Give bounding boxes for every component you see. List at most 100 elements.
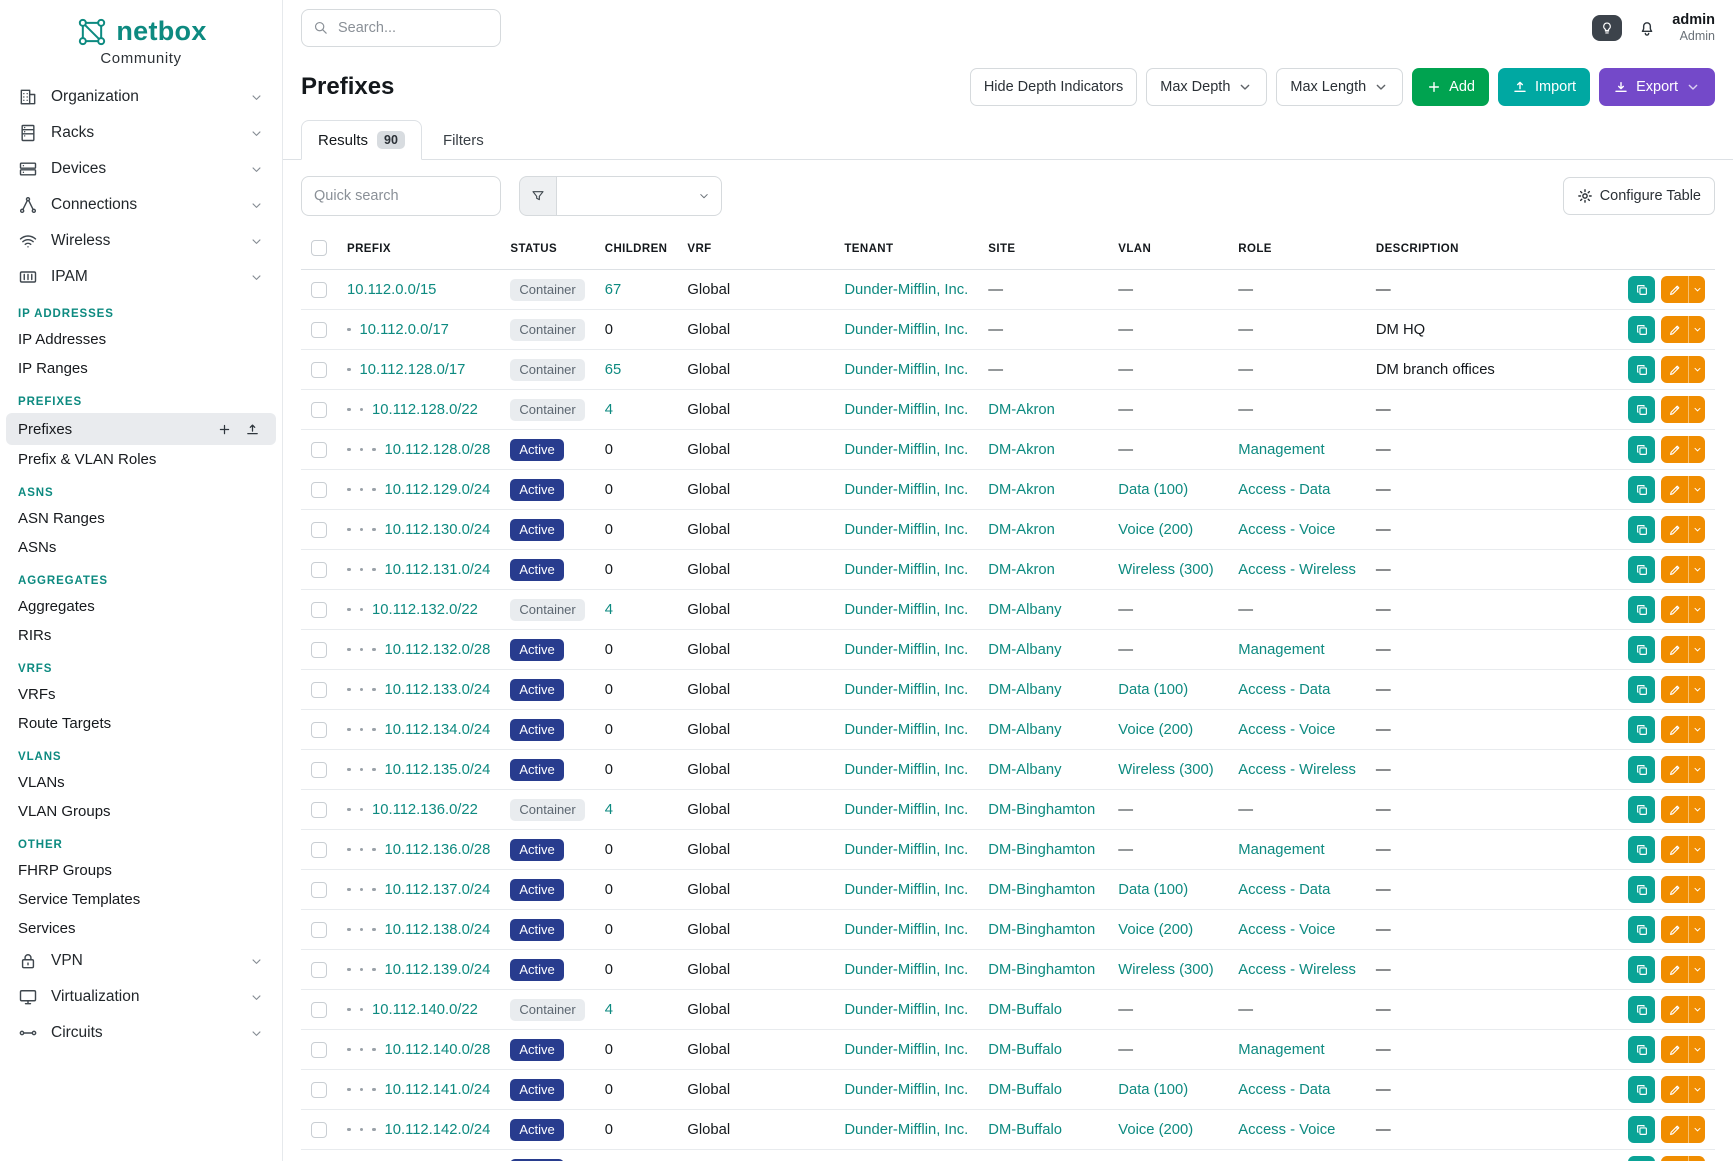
edit-button[interactable]	[1661, 476, 1688, 503]
edit-dropdown-button[interactable]	[1688, 956, 1705, 983]
tenant-link[interactable]: Dunder-Mifflin, Inc.	[844, 601, 969, 618]
site-link[interactable]: DM-Binghamton	[988, 841, 1096, 858]
sidebar-item-service-templates[interactable]: Service Templates	[0, 885, 282, 914]
edit-dropdown-button[interactable]	[1688, 676, 1705, 703]
copy-button[interactable]	[1628, 476, 1655, 503]
children-link[interactable]: 67	[604, 281, 622, 298]
tenant-link[interactable]: Dunder-Mifflin, Inc.	[844, 761, 969, 778]
max-depth-dropdown[interactable]: Max Depth	[1146, 68, 1268, 106]
role-link[interactable]: Access - Wireless	[1238, 761, 1356, 778]
copy-button[interactable]	[1628, 436, 1655, 463]
copy-button[interactable]	[1628, 956, 1655, 983]
edit-button[interactable]	[1661, 316, 1688, 343]
add-prefix-button[interactable]	[212, 418, 236, 440]
copy-button[interactable]	[1628, 756, 1655, 783]
role-link[interactable]: Access - Data	[1238, 481, 1331, 498]
sidebar-item-organization[interactable]: Organization	[0, 79, 282, 115]
prefix-link[interactable]: 10.112.132.0/28	[384, 641, 491, 658]
row-checkbox[interactable]	[311, 1001, 327, 1018]
max-length-dropdown[interactable]: Max Length	[1276, 68, 1404, 106]
sidebar-item-racks[interactable]: Racks	[0, 115, 282, 151]
tenant-link[interactable]: Dunder-Mifflin, Inc.	[844, 681, 969, 698]
copy-button[interactable]	[1628, 916, 1655, 943]
notifications-button[interactable]	[1637, 18, 1657, 38]
tenant-link[interactable]: Dunder-Mifflin, Inc.	[844, 281, 969, 298]
tenant-link[interactable]: Dunder-Mifflin, Inc.	[844, 881, 969, 898]
site-link[interactable]: DM-Binghamton	[988, 921, 1096, 938]
edit-button[interactable]	[1661, 636, 1688, 663]
column-header-description[interactable]: Description	[1365, 230, 1607, 270]
edit-dropdown-button[interactable]	[1688, 436, 1705, 463]
sidebar-item-ip-ranges[interactable]: IP Ranges	[0, 354, 282, 383]
role-link[interactable]: Access - Data	[1238, 1081, 1331, 1098]
vlan-link[interactable]: Voice (200)	[1118, 521, 1194, 538]
children-link[interactable]: 4	[604, 401, 613, 418]
sidebar-item-asn-ranges[interactable]: ASN Ranges	[0, 504, 282, 533]
copy-button[interactable]	[1628, 556, 1655, 583]
prefix-link[interactable]: 10.112.138.0/24	[384, 921, 491, 938]
edit-dropdown-button[interactable]	[1688, 316, 1705, 343]
prefix-link[interactable]: 10.112.135.0/24	[384, 761, 491, 778]
role-link[interactable]: Access - Wireless	[1238, 561, 1356, 578]
add-button[interactable]: Add	[1412, 68, 1489, 106]
prefix-link[interactable]: 10.112.132.0/22	[372, 601, 478, 618]
filter-button[interactable]	[519, 176, 557, 216]
quick-search-input[interactable]	[301, 176, 501, 216]
edit-button[interactable]	[1661, 996, 1688, 1023]
sidebar-item-rirs[interactable]: RIRs	[0, 621, 282, 650]
site-link[interactable]: DM-Binghamton	[988, 881, 1096, 898]
row-checkbox[interactable]	[311, 281, 327, 298]
edit-button[interactable]	[1661, 916, 1688, 943]
tab-results[interactable]: Results 90	[301, 120, 422, 160]
sidebar-item-prefixes[interactable]: Prefixes	[6, 413, 276, 445]
role-link[interactable]: Access - Data	[1238, 881, 1331, 898]
sidebar-item-devices[interactable]: Devices	[0, 151, 282, 187]
edit-dropdown-button[interactable]	[1688, 756, 1705, 783]
vlan-link[interactable]: Voice (200)	[1118, 1121, 1194, 1138]
site-link[interactable]: DM-Albany	[988, 761, 1062, 778]
edit-dropdown-button[interactable]	[1688, 636, 1705, 663]
tab-filters[interactable]: Filters	[442, 131, 484, 149]
prefix-link[interactable]: 10.112.128.0/22	[372, 401, 478, 418]
role-link[interactable]: Access - Wireless	[1238, 961, 1356, 978]
edit-dropdown-button[interactable]	[1688, 276, 1705, 303]
site-link[interactable]: DM-Buffalo	[988, 1121, 1063, 1138]
tenant-link[interactable]: Dunder-Mifflin, Inc.	[844, 1081, 969, 1098]
tenant-link[interactable]: Dunder-Mifflin, Inc.	[844, 561, 969, 578]
role-link[interactable]: Management	[1238, 1041, 1325, 1058]
prefix-link[interactable]: 10.112.136.0/28	[384, 841, 491, 858]
edit-dropdown-button[interactable]	[1688, 996, 1705, 1023]
edit-dropdown-button[interactable]	[1688, 476, 1705, 503]
site-link[interactable]: DM-Albany	[988, 601, 1062, 618]
sidebar-item-asns[interactable]: ASNs	[0, 533, 282, 562]
edit-button[interactable]	[1661, 556, 1688, 583]
edit-button[interactable]	[1661, 676, 1688, 703]
prefix-link[interactable]: 10.112.130.0/24	[384, 521, 491, 538]
children-link[interactable]: 4	[604, 1001, 613, 1018]
tenant-link[interactable]: Dunder-Mifflin, Inc.	[844, 361, 969, 378]
site-link[interactable]: DM-Akron	[988, 401, 1055, 418]
site-link[interactable]: DM-Albany	[988, 681, 1062, 698]
vlan-link[interactable]: Wireless (300)	[1118, 561, 1214, 578]
row-checkbox[interactable]	[311, 801, 327, 818]
tenant-link[interactable]: Dunder-Mifflin, Inc.	[844, 641, 969, 658]
site-link[interactable]: DM-Akron	[988, 521, 1055, 538]
site-link[interactable]: DM-Binghamton	[988, 801, 1096, 818]
column-header-site[interactable]: Site	[978, 230, 1109, 270]
vlan-link[interactable]: Data (100)	[1118, 481, 1189, 498]
row-checkbox[interactable]	[311, 721, 327, 738]
sidebar-item-vrfs[interactable]: VRFs	[0, 680, 282, 709]
edit-dropdown-button[interactable]	[1688, 876, 1705, 903]
edit-dropdown-button[interactable]	[1688, 356, 1705, 383]
edit-dropdown-button[interactable]	[1688, 596, 1705, 623]
copy-button[interactable]	[1628, 1076, 1655, 1103]
sidebar-item-circuits[interactable]: Circuits	[0, 1015, 282, 1051]
column-header-children[interactable]: Children	[594, 230, 678, 270]
row-checkbox[interactable]	[311, 1041, 327, 1058]
prefix-link[interactable]: 10.112.136.0/22	[372, 801, 478, 818]
copy-button[interactable]	[1628, 276, 1655, 303]
edit-dropdown-button[interactable]	[1688, 836, 1705, 863]
edit-button[interactable]	[1661, 1156, 1688, 1161]
edit-dropdown-button[interactable]	[1688, 516, 1705, 543]
sidebar-item-route-targets[interactable]: Route Targets	[0, 709, 282, 738]
